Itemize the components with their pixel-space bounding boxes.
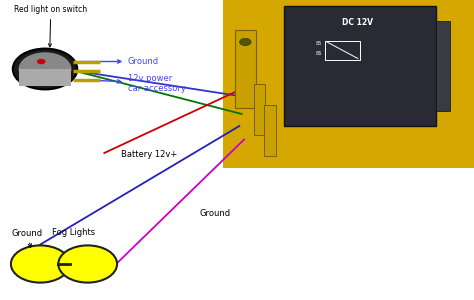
Circle shape (58, 245, 117, 283)
Text: 12v power
car accessory: 12v power car accessory (81, 74, 186, 93)
Text: DC 12V: DC 12V (342, 18, 374, 27)
Text: Ground: Ground (199, 208, 230, 217)
Text: Red light on switch: Red light on switch (14, 5, 87, 47)
Text: 85: 85 (316, 41, 322, 46)
Circle shape (239, 38, 251, 46)
Circle shape (18, 52, 72, 86)
Bar (264, 105, 276, 156)
Bar (235, 30, 256, 108)
Text: 86: 86 (316, 51, 322, 56)
Text: Ground: Ground (12, 229, 43, 247)
Bar (325, 40, 360, 60)
Circle shape (37, 59, 46, 64)
Circle shape (13, 49, 77, 89)
Text: Fog Lights: Fog Lights (52, 228, 95, 237)
Polygon shape (18, 69, 72, 86)
Text: Battery 12v+: Battery 12v+ (121, 150, 177, 159)
Bar (223, 0, 474, 168)
Bar (436, 21, 450, 111)
Bar (254, 84, 265, 135)
Bar (284, 6, 436, 126)
Circle shape (11, 245, 70, 283)
Text: Ground: Ground (81, 57, 159, 66)
